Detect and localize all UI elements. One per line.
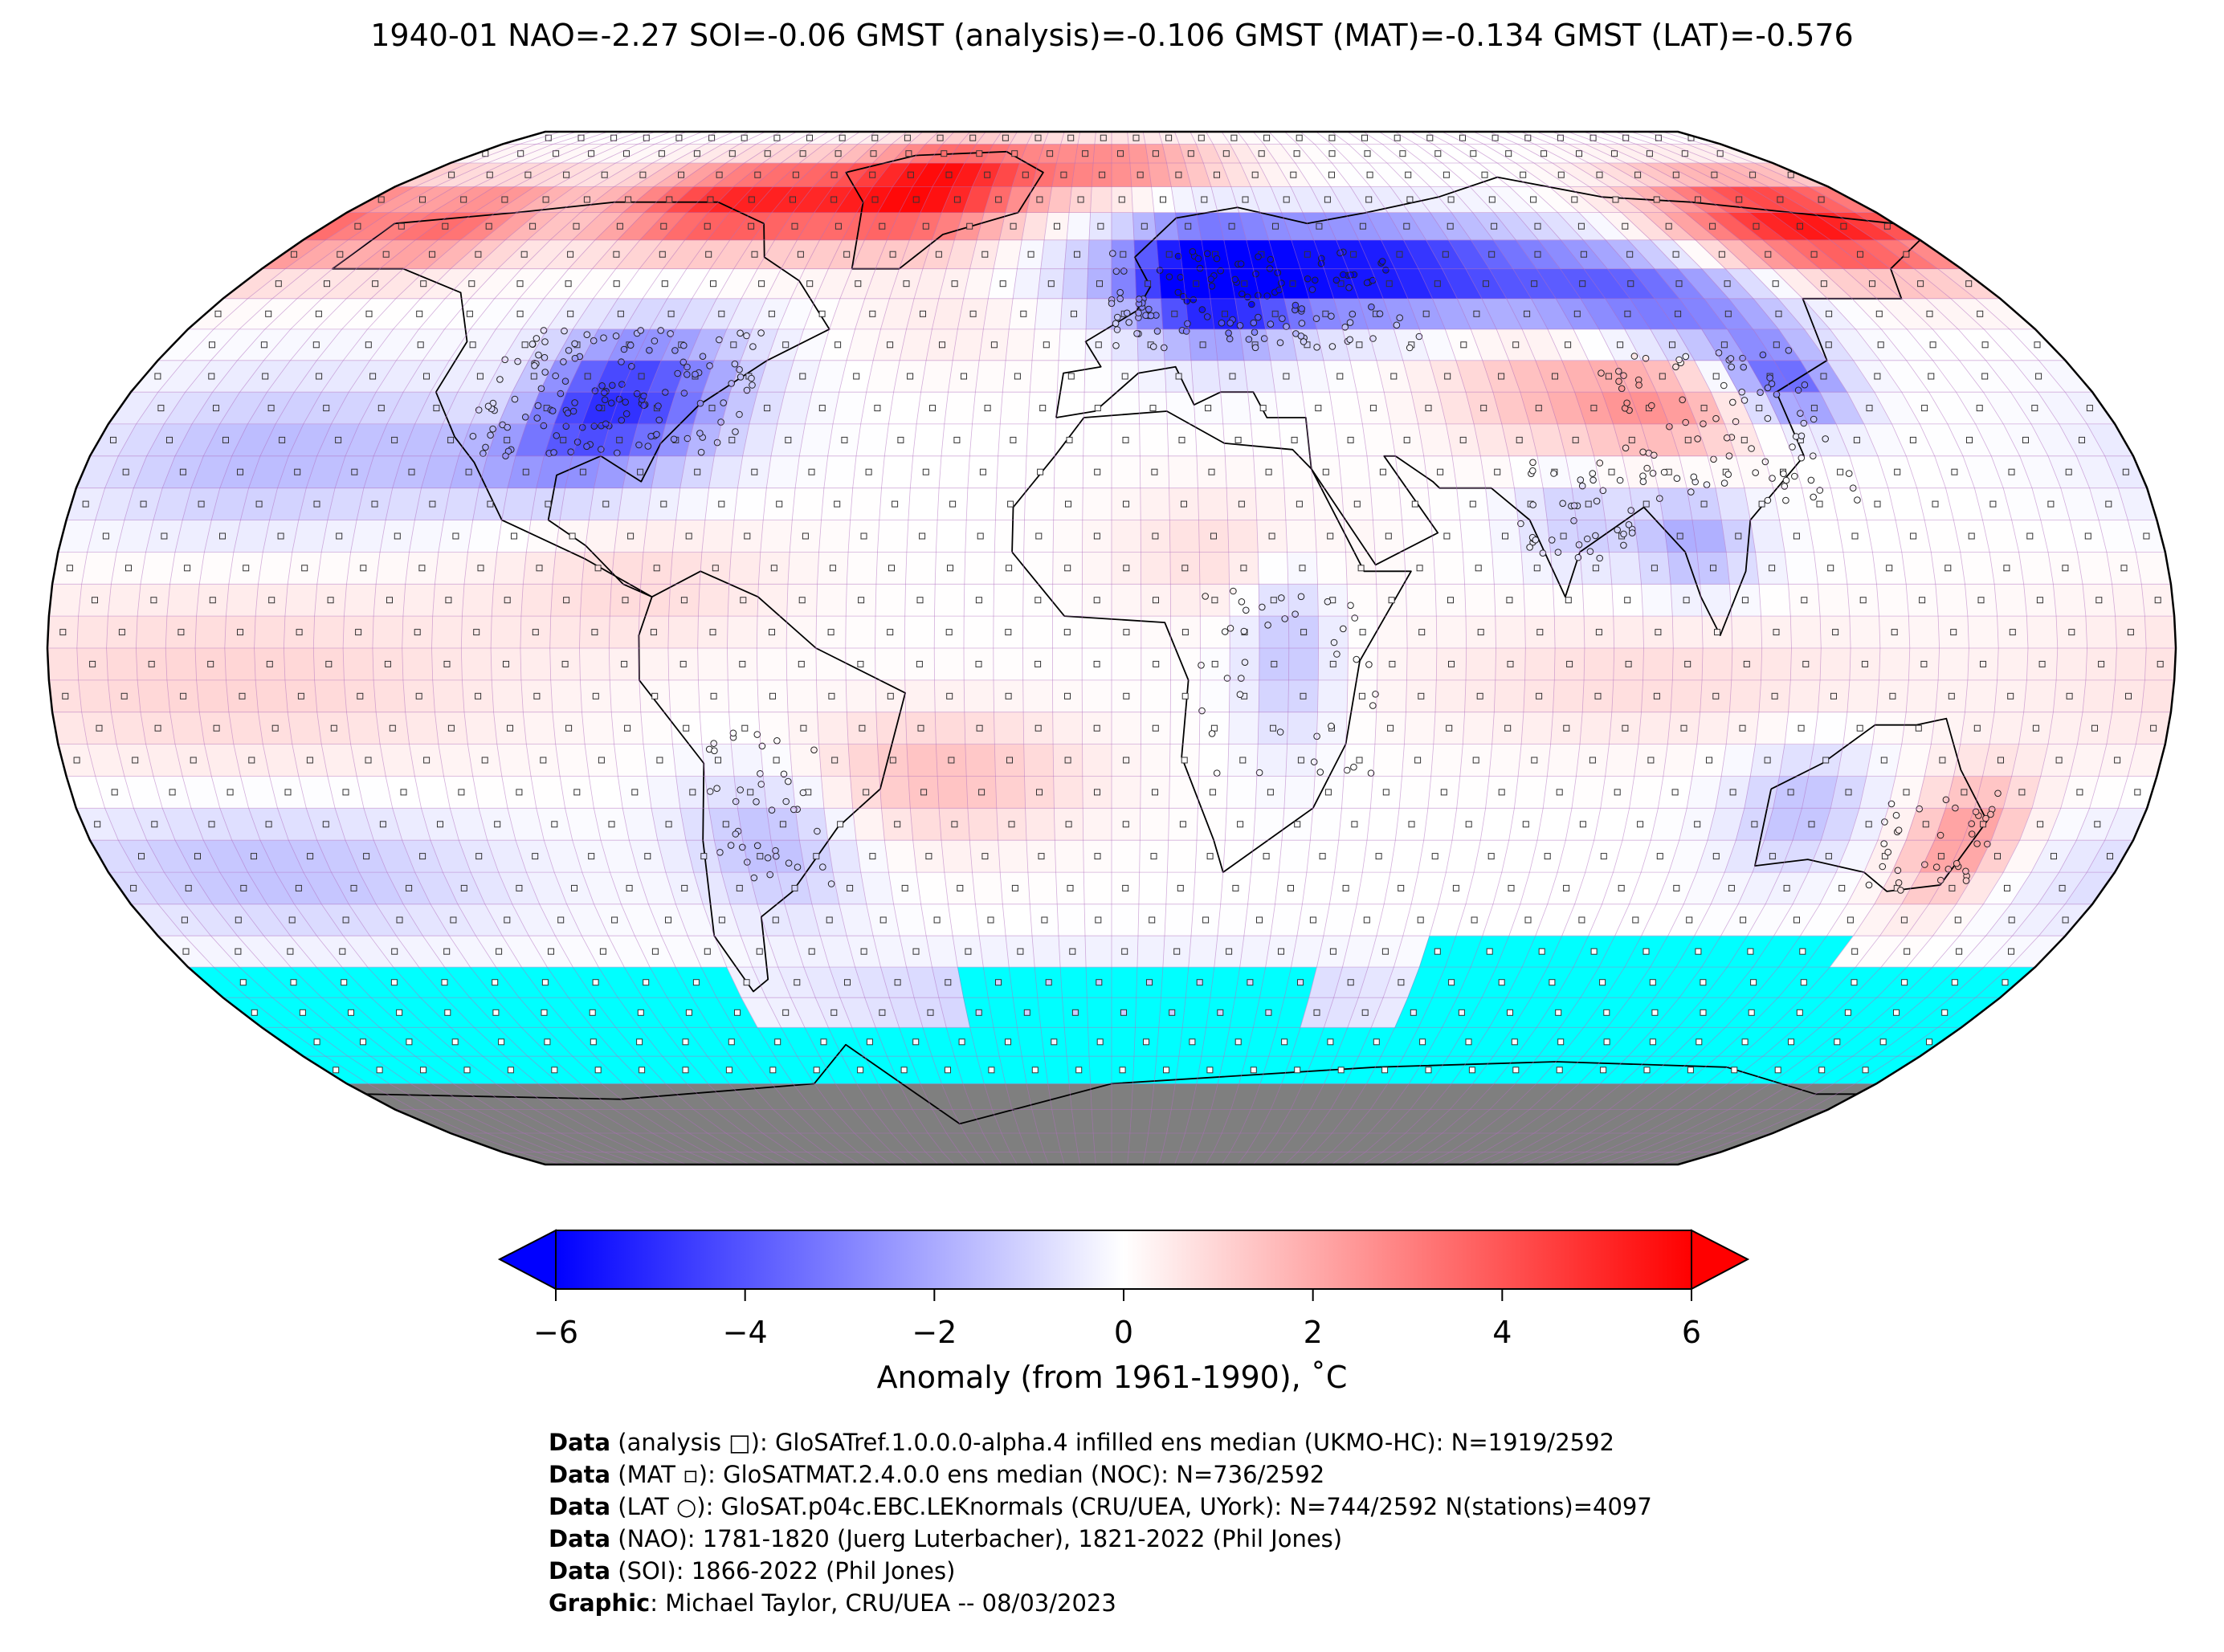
colorbar: −6 −4 −2 0 2 4 6 [497,1229,1750,1350]
credit-row: Data (SOI): 1866-2022 (Phil Jones) [549,1557,956,1585]
credit-row: Data (MAT ▫): GloSATMAT.2.4.0.0 ens medi… [549,1461,1325,1488]
globe [47,132,2176,1165]
colorbar-tick-label: 0 [1114,1315,1133,1350]
credit-row: Graphic: Michael Taylor, CRU/UEA -- 08/0… [549,1589,1116,1617]
colorbar-gradient [555,1230,1692,1290]
colorbar-ticks: −6 −4 −2 0 2 4 6 [533,1289,1701,1350]
colorbar-tick-label: −6 [533,1315,578,1350]
colorbar-low-extension [497,1229,557,1291]
credits: Data (analysis □): GloSATref.1.0.0.0-alp… [549,1426,1652,1619]
colorbar-tick-label: 6 [1682,1315,1701,1350]
gridlines [47,132,2176,1165]
credit-row: Data (NAO): 1781-1820 (Juerg Luterbacher… [549,1525,1343,1552]
colorbar-tick-label: 2 [1304,1315,1323,1350]
colorbar-label: Anomaly (from 1961-1990), ˚C [876,1360,1348,1395]
colorbar-tick-label: −2 [912,1315,957,1350]
coastline-greenland [845,150,1044,270]
colorbar-high-extension [1691,1229,1750,1291]
globe-outline [46,130,2177,1166]
colorbar-tick-label: −4 [723,1315,768,1350]
colorbar-tick-label: 4 [1492,1315,1512,1350]
map-title: 1940-01 NAO=-2.27 SOI=-0.06 GMST (analys… [370,18,1854,53]
credit-row: Data (LAT ○): GloSAT.p04c.EBC.LEKnormals… [549,1493,1652,1520]
coastline-north-america [332,201,830,598]
credit-row: Data (analysis □): GloSATref.1.0.0.0-alp… [549,1429,1615,1456]
